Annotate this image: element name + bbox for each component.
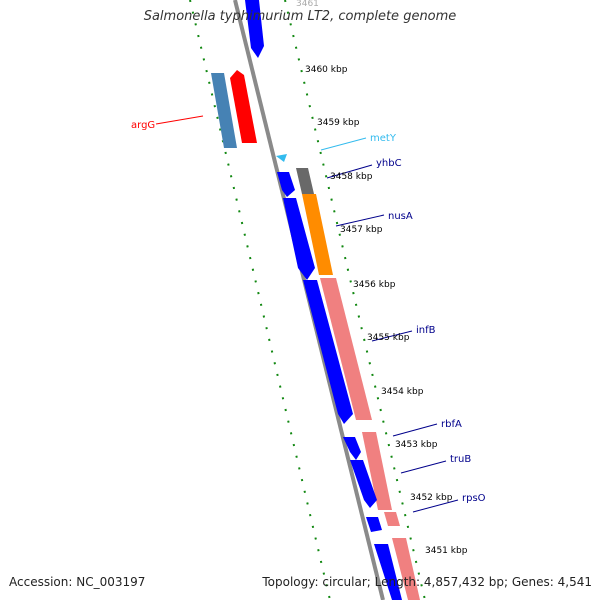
tick-3459: 3459 kbp — [317, 118, 360, 128]
rpsO-label-line — [412, 499, 459, 513]
gene-bottom-salmon[interactable] — [392, 538, 420, 600]
gene-label-argG: argG — [131, 120, 155, 131]
gene-nusA-blue[interactable] — [283, 198, 315, 280]
gene-salmon-rpsO[interactable] — [384, 512, 400, 526]
gene-orange-block[interactable] — [302, 194, 333, 275]
tick-3454: 3454 kbp — [381, 387, 424, 397]
gene-label-truB: truB — [450, 454, 471, 465]
gene-top-arrow[interactable] — [245, 0, 264, 58]
gene-label-rpsO: rpsO — [462, 493, 486, 504]
tick-3455: 3455 kbp — [367, 333, 410, 343]
gene-argG-arrow[interactable] — [230, 70, 257, 143]
tick-3451: 3451 kbp — [425, 546, 468, 556]
accession-text: Accession: NC_003197 — [9, 575, 146, 589]
tick-3458: 3458 kbp — [330, 172, 373, 182]
gene-salmon-rbfA[interactable] — [362, 432, 392, 510]
tick-3460: 3460 kbp — [305, 65, 348, 75]
gene-small-blue[interactable] — [277, 172, 295, 197]
gene-label-infB: infB — [416, 325, 436, 336]
infB-label-line — [371, 330, 413, 342]
gene-steelblue-block[interactable] — [211, 73, 237, 148]
rbfA-label-line — [392, 423, 438, 437]
gene-infB-blue[interactable] — [303, 280, 353, 424]
tick-top-partial: 3461 — [296, 0, 319, 9]
argG-label-line — [155, 115, 204, 125]
topology-text: Topology: circular; Length: 4,857,432 bp… — [262, 575, 592, 589]
yhbC-label-line — [326, 164, 373, 179]
right-dotted-track — [284, 0, 426, 600]
gene-label-rbfA: rbfA — [441, 419, 462, 430]
gene-gray-block[interactable] — [296, 168, 314, 194]
gene-rbfA-blue[interactable] — [343, 437, 361, 460]
nusA-label-line — [335, 214, 385, 227]
gene-metY-arrow[interactable] — [276, 154, 287, 162]
tick-3453: 3453 kbp — [395, 440, 438, 450]
truB-label-line — [400, 460, 447, 474]
tick-3456: 3456 kbp — [353, 280, 396, 290]
genome-title: Salmonella typhimurium LT2, complete gen… — [143, 9, 457, 24]
tick-3457: 3457 kbp — [340, 225, 383, 235]
gene-truB-blue[interactable] — [350, 460, 377, 508]
metY-label-line — [320, 137, 367, 151]
gene-rpsO-blue[interactable] — [366, 517, 382, 532]
gene-label-yhbC: yhbC — [376, 158, 402, 169]
tick-3452: 3452 kbp — [410, 493, 453, 503]
gene-label-nusA: nusA — [388, 211, 413, 222]
gene-bottom-blue[interactable] — [374, 544, 402, 600]
gene-salmon-long[interactable] — [320, 278, 372, 420]
gene-label-metY: metY — [370, 133, 397, 144]
